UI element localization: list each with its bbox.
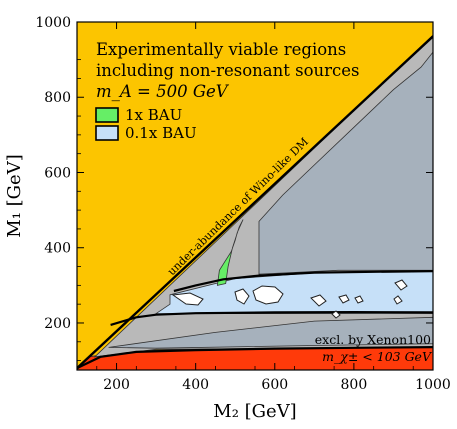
viability-boundary: [173, 270, 433, 293]
title-line-1: Experimentally viable regions: [96, 40, 346, 59]
y-tick-label: 800: [44, 90, 71, 106]
y-tick-label: 600: [44, 165, 71, 181]
region-under-abundance-of-wino-like-dm: [77, 22, 433, 370]
y-tick-label: 1000: [35, 15, 71, 31]
diagonal-boundary: [77, 35, 433, 369]
viability-boundary: [110, 311, 433, 326]
white-island: [234, 288, 250, 305]
white-island: [393, 295, 403, 305]
region-1x-bau: [216, 219, 244, 286]
title-line-2: including non-resonant sources: [96, 61, 360, 80]
legend-swatch-1x: [95, 107, 119, 123]
y-axis-label: M₁ [GeV]: [4, 154, 25, 237]
ticks-layer: 200 400 600 800 1000 200 400 600 800 1000: [35, 15, 450, 393]
boundaries-layer: [77, 35, 433, 370]
white-island: [171, 292, 204, 306]
xenon-annotation: excl. by Xenon100: [315, 332, 431, 347]
viability-boundary: [77, 346, 433, 370]
region-gray-dark: [108, 316, 433, 349]
x-tick-label: 1000: [415, 377, 451, 393]
x-tick-label: 800: [341, 377, 368, 393]
x-axis-label: M₂ [GeV]: [213, 401, 296, 422]
legend-label-1x: 1x BAU: [125, 106, 182, 124]
white-island: [310, 294, 327, 307]
white-island: [331, 310, 341, 319]
legend-label-01x: 0.1x BAU: [125, 124, 197, 142]
white-island: [252, 285, 284, 305]
region-gray-dark: [258, 51, 433, 275]
y-tick-label: 400: [44, 241, 71, 257]
x-tick-label: 600: [261, 377, 288, 393]
chargino-annotation: m_χ± < 103 GeV: [322, 349, 433, 364]
white-island: [354, 295, 364, 304]
x-tick-label: 200: [103, 377, 130, 393]
bau-islands: [171, 279, 408, 319]
regions-layer: [77, 22, 433, 370]
y-tick-label: 200: [44, 316, 71, 332]
x-tick-label: 400: [182, 377, 209, 393]
legend-swatch-01x: [95, 125, 119, 141]
legend: 1x BAU 0.1x BAU: [95, 106, 197, 142]
white-island: [394, 279, 408, 291]
title-line-3: m_A = 500 GeV: [96, 82, 230, 101]
white-island: [338, 294, 350, 304]
